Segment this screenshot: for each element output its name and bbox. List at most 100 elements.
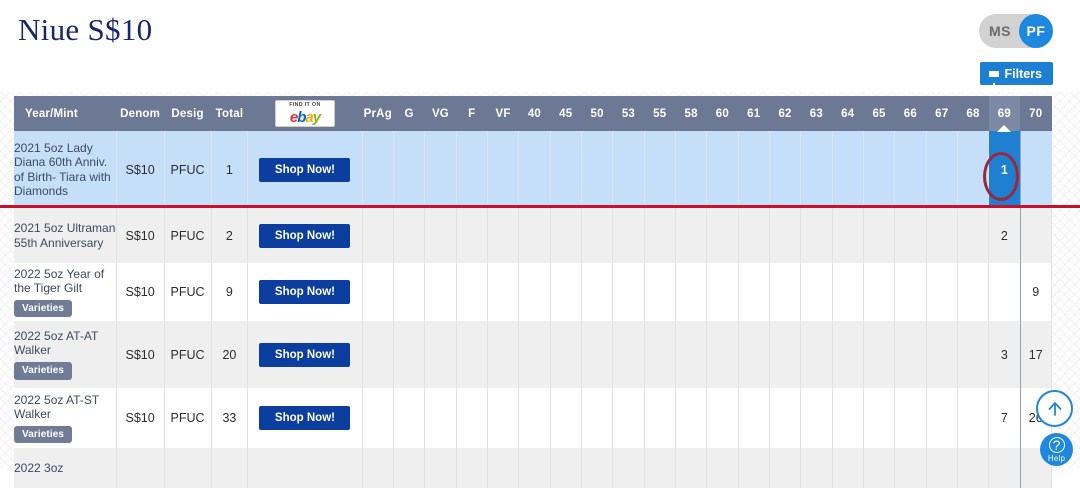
grade-cell-g[interactable]	[393, 131, 426, 208]
grade-cell-58[interactable]	[675, 388, 708, 448]
grade-cell-45[interactable]	[550, 321, 582, 388]
grade-cell-g[interactable]	[393, 263, 426, 321]
shop-now-button[interactable]: Shop Now!	[259, 280, 351, 304]
grade-cell-70[interactable]: 9	[1020, 263, 1053, 321]
grade-cell-vf[interactable]	[487, 388, 520, 448]
grade-column-header-50[interactable]: 50	[581, 96, 613, 131]
coin-name-cell[interactable]: 2022 3oz	[14, 448, 117, 488]
grade-cell-55[interactable]	[644, 388, 676, 448]
grade-cell-58[interactable]	[675, 263, 708, 321]
filters-button[interactable]: Filters	[980, 62, 1053, 87]
grade-cell-55[interactable]	[644, 208, 676, 263]
grade-cell-g[interactable]	[393, 448, 426, 488]
grade-cell-prag[interactable]	[362, 321, 394, 388]
grade-cell-62[interactable]	[769, 263, 802, 321]
grade-cell-66[interactable]	[894, 388, 927, 448]
grade-cell-vf[interactable]	[487, 448, 520, 488]
grade-cell-60[interactable]	[706, 208, 739, 263]
grade-column-header-vf[interactable]: VF	[487, 96, 519, 131]
grade-cell-f[interactable]	[456, 263, 488, 321]
grade-cell-66[interactable]	[894, 131, 927, 208]
column-header-total[interactable]: Total	[211, 96, 248, 131]
grade-cell-65[interactable]	[863, 208, 896, 263]
grade-cell-40[interactable]	[518, 208, 551, 263]
grade-cell-53[interactable]	[612, 131, 645, 208]
grade-cell-66[interactable]	[894, 263, 927, 321]
grade-cell-65[interactable]	[863, 321, 896, 388]
grade-cell-68[interactable]	[957, 131, 990, 208]
grade-cell-63[interactable]	[800, 208, 833, 263]
table-row[interactable]: 2021 5oz Ultraman 55th Anniversary S$10 PF…	[14, 208, 1053, 263]
grade-cell-vf[interactable]	[487, 208, 520, 263]
grade-cell-45[interactable]	[550, 131, 582, 208]
grade-cell-50[interactable]	[581, 388, 614, 448]
grade-cell-53[interactable]	[612, 208, 645, 263]
grade-cell-62[interactable]	[769, 208, 802, 263]
grade-cell-61[interactable]	[738, 321, 770, 388]
varieties-badge[interactable]: Varieties	[14, 299, 73, 318]
grade-cell-63[interactable]	[800, 131, 833, 208]
grade-cell-67[interactable]	[926, 321, 958, 388]
grade-cell-62[interactable]	[769, 131, 802, 208]
grade-cell-f[interactable]	[456, 321, 488, 388]
grade-cell-69[interactable]	[988, 448, 1021, 488]
grade-cell-61[interactable]	[738, 263, 770, 321]
grade-cell-40[interactable]	[518, 263, 551, 321]
grade-column-header-prag[interactable]: PrAg	[362, 96, 394, 131]
grade-cell-40[interactable]	[518, 388, 551, 448]
scroll-to-top-button[interactable]	[1036, 390, 1073, 427]
column-header-denom[interactable]: Denom	[116, 96, 165, 131]
grade-cell-62[interactable]	[769, 388, 802, 448]
grade-cell-63[interactable]	[800, 321, 833, 388]
grade-cell-60[interactable]	[706, 321, 739, 388]
coin-name-cell[interactable]: 2022 5oz Year of the Tiger Gilt Varieties	[14, 263, 117, 321]
grade-cell-63[interactable]	[800, 448, 833, 488]
grade-column-header-40[interactable]: 40	[518, 96, 551, 131]
table-row[interactable]: 2022 5oz AT-ST Walker Varieties S$10 PFUC 33…	[14, 388, 1053, 448]
grade-column-header-68[interactable]: 68	[957, 96, 989, 131]
help-button[interactable]: ? Help	[1040, 433, 1073, 466]
grade-cell-f[interactable]	[456, 448, 488, 488]
grade-cell-60[interactable]	[706, 448, 739, 488]
grade-cell-40[interactable]	[518, 131, 551, 208]
grade-cell-vg[interactable]	[424, 321, 457, 388]
grade-cell-69[interactable]	[988, 263, 1021, 321]
grade-column-header-g[interactable]: G	[393, 96, 425, 131]
column-header-desig[interactable]: Desig	[164, 96, 212, 131]
shop-now-button[interactable]: Shop Now!	[259, 342, 351, 367]
table-row[interactable]: 2022 5oz Year of the Tiger Gilt Varieties…	[14, 263, 1053, 321]
grade-column-header-60[interactable]: 60	[706, 96, 739, 131]
grade-cell-67[interactable]	[926, 388, 958, 448]
coin-name-cell[interactable]: 2021 5oz Lady Diana 60th Anniv. of Birth…	[14, 131, 117, 208]
grade-cell-64[interactable]	[832, 388, 864, 448]
grade-cell-68[interactable]	[957, 388, 990, 448]
avatar-primary[interactable]: PF	[1019, 14, 1053, 48]
grade-cell-60[interactable]	[706, 131, 739, 208]
grade-cell-f[interactable]	[456, 208, 488, 263]
grade-cell-50[interactable]	[581, 131, 614, 208]
grade-cell-61[interactable]	[738, 131, 770, 208]
grade-cell-60[interactable]	[706, 263, 739, 321]
grade-cell-45[interactable]	[550, 388, 582, 448]
grade-cell-vg[interactable]	[424, 131, 457, 208]
grade-cell-55[interactable]	[644, 448, 676, 488]
coin-name-cell[interactable]: 2022 5oz AT-AT Walker Varieties	[14, 321, 117, 388]
grade-cell-60[interactable]	[706, 388, 739, 448]
grade-column-header-vg[interactable]: VG	[424, 96, 457, 131]
grade-cell-62[interactable]	[769, 321, 802, 388]
grade-cell-64[interactable]	[832, 131, 864, 208]
grade-cell-50[interactable]	[581, 263, 614, 321]
grade-cell-66[interactable]	[894, 321, 927, 388]
grade-cell-vf[interactable]	[487, 263, 520, 321]
grade-cell-f[interactable]	[456, 131, 488, 208]
grade-cell-prag[interactable]	[362, 131, 394, 208]
column-header-year-mint[interactable]: Year/Mint	[14, 96, 117, 131]
grade-cell-70[interactable]	[1020, 131, 1052, 208]
grade-cell-67[interactable]	[926, 131, 958, 208]
grade-cell-68[interactable]	[957, 448, 990, 488]
grade-cell-63[interactable]	[800, 388, 833, 448]
grade-cell-67[interactable]	[926, 208, 958, 263]
grade-cell-61[interactable]	[738, 208, 770, 263]
grade-cell-prag[interactable]	[362, 388, 394, 448]
grade-cell-53[interactable]	[612, 388, 645, 448]
